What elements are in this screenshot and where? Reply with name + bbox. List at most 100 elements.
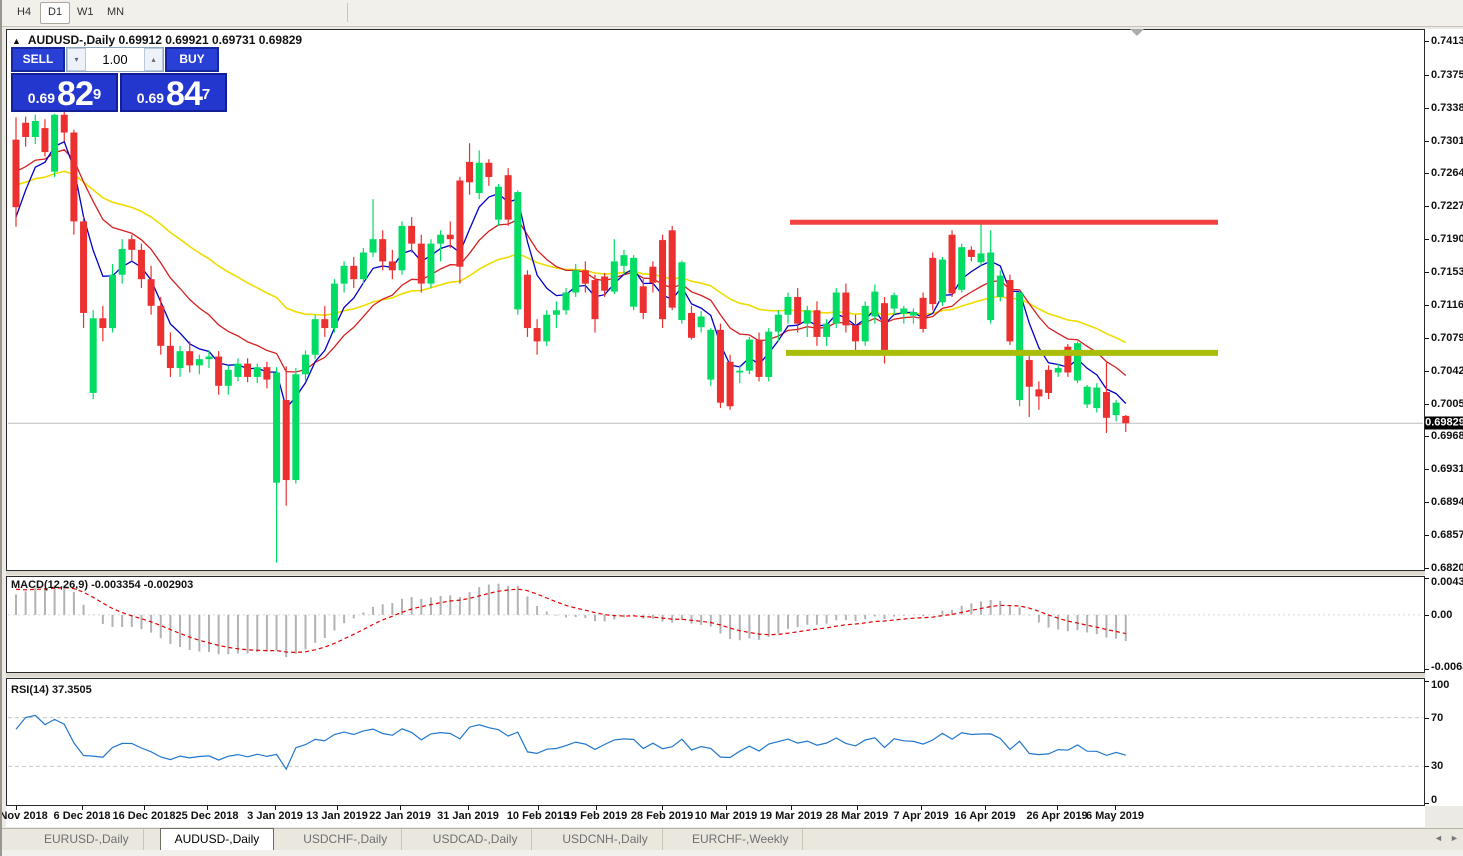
chart-title: ▲ AUDUSD-,Daily 0.69912 0.69921 0.69731 … (12, 33, 302, 47)
buy-price-prefix: 0.69 (136, 90, 165, 106)
price-axis-tick (1425, 502, 1429, 504)
price-axis-tick (1425, 41, 1429, 42)
time-axis-label: 27 Nov 2018 (0, 810, 48, 822)
rsi-axis-label: 0 (1431, 794, 1438, 806)
time-axis-tick (16, 806, 17, 810)
price-axis-tick (1425, 74, 1429, 76)
price-axis-tick (1425, 107, 1429, 109)
symbol-tab-usdcnh-daily[interactable]: USDCNH-,Daily (548, 829, 663, 850)
time-axis-tick (337, 806, 338, 810)
macd-axis-label: 0.004331 (1431, 576, 1463, 588)
price-axis-tick (1425, 568, 1429, 569)
rsi-axis-tick (1425, 766, 1429, 768)
symbol-tab-eurusd-daily[interactable]: EURUSD-,Daily (30, 829, 144, 850)
price-axis-label: 0.68200 (1431, 562, 1463, 574)
ohlc-open: 0.69912 (118, 33, 162, 47)
time-axis-tick (275, 806, 276, 810)
buy-button[interactable]: BUY (165, 47, 219, 72)
timeframe-tab-mn[interactable]: MN (107, 6, 125, 18)
sell-button[interactable]: SELL (11, 47, 65, 72)
price-axis-tick (1425, 173, 1429, 175)
symbol-tab-audusd-daily[interactable]: AUDUSD-,Daily (159, 828, 275, 853)
macd-splitter[interactable] (6, 571, 1425, 575)
rsi-axis-tick (1425, 717, 1429, 719)
buy-price-point: 7 (201, 86, 211, 103)
macd-panel[interactable] (6, 576, 1425, 673)
price-axis-label: 0.71900 (1431, 233, 1463, 246)
volume-input[interactable]: 1.00 (102, 52, 128, 67)
time-axis-label: 10 Mar 2019 (694, 810, 758, 822)
time-axis-label: 28 Feb 2019 (630, 810, 694, 822)
macd-label: MACD(12,26,9) -0.003354 -0.002903 (11, 579, 194, 591)
macd-axis-label: 0.00 (1431, 608, 1453, 621)
time-axis-tick (921, 806, 922, 810)
rsi-panel[interactable] (6, 678, 1425, 806)
rsi-label: RSI(14) 37.3505 (11, 684, 92, 696)
time-axis-tick (468, 806, 469, 810)
volume-increase-button[interactable]: ▴ (144, 48, 163, 71)
time-axis-tick (400, 806, 401, 810)
chart-symbol-label: AUDUSD-,Daily (27, 33, 116, 47)
collapse-triangle-icon[interactable]: ▲ (12, 36, 21, 46)
price-axis-label: 0.73010 (1431, 134, 1463, 147)
timeframe-tab-h4[interactable]: H4 (17, 6, 32, 18)
time-axis-tick (207, 806, 208, 810)
time-axis-label: 25 Dec 2018 (175, 810, 239, 822)
scroll-left-icon[interactable]: ◄ (1434, 833, 1443, 843)
sell-price-pips: 82 (57, 75, 94, 113)
symbol-tab-usdchf-daily[interactable]: USDCHF-,Daily (289, 829, 403, 850)
rsi-axis-tick (1425, 803, 1429, 804)
time-axis-label: 6 Dec 2018 (53, 810, 111, 822)
timeframe-tab-d1[interactable]: D1 (40, 2, 71, 24)
time-axis-tick (1115, 806, 1116, 810)
price-axis-tick (1425, 239, 1429, 241)
price-axis-tick (1425, 370, 1429, 372)
time-axis-tick (791, 806, 792, 810)
rsi-axis-label: 30 (1431, 760, 1444, 773)
volume-stepper: ▾ 1.00 ▴ (66, 47, 164, 72)
price-axis-label: 0.70050 (1431, 397, 1463, 410)
one-click-trading-widget: SELL ▾ 1.00 ▴ BUY 0.69 82 9 0.69 84 7 (11, 47, 231, 112)
current-price-tag: 0.69829 (1425, 416, 1463, 430)
timeframe-tab-w1[interactable]: W1 (77, 6, 94, 18)
scroll-right-icon[interactable]: ► (1450, 833, 1459, 843)
toolbar-separator (347, 3, 348, 22)
sell-price-panel[interactable]: 0.69 82 9 (11, 73, 118, 112)
price-axis-label: 0.71530 (1431, 266, 1463, 279)
symbol-tab-bar: EURUSD-,Daily AUDUSD-,Daily USDCHF-,Daily U… (2, 828, 1463, 853)
price-axis-tick (1425, 535, 1429, 537)
price-axis-label: 0.69680 (1431, 430, 1463, 443)
symbol-tab-eurchf-weekly[interactable]: EURCHF-,Weekly (678, 829, 804, 850)
time-axis-tick (144, 806, 145, 810)
time-axis (6, 806, 1425, 827)
chart-shift-triangle-icon[interactable] (1130, 29, 1144, 36)
price-axis-tick (1425, 469, 1429, 471)
time-axis-tick (857, 806, 858, 810)
price-axis-tick (1425, 206, 1429, 208)
time-axis-label: 10 Feb 2019 (506, 810, 570, 822)
time-axis-label: 19 Feb 2019 (564, 810, 628, 822)
timeframe-toolbar: H4 D1 W1 MN (2, 0, 1463, 27)
time-axis-label: 6 May 2019 (1085, 810, 1145, 822)
rsi-splitter[interactable] (6, 673, 1425, 677)
symbol-tab-usdcad-daily[interactable]: USDCAD-,Daily (419, 829, 533, 850)
time-axis-label: 16 Dec 2018 (112, 810, 176, 822)
rsi-axis-tick (1425, 681, 1429, 682)
price-axis-label: 0.70420 (1431, 364, 1463, 377)
buy-price-panel[interactable]: 0.69 84 7 (120, 73, 227, 112)
ohlc-high: 0.69921 (165, 33, 209, 47)
macd-axis-label: -0.006373 (1431, 661, 1463, 673)
sell-price-point: 9 (92, 86, 102, 103)
time-axis-tick (1057, 806, 1058, 810)
window-bottom-strip (2, 850, 1463, 856)
ohlc-close: 0.69829 (258, 33, 303, 47)
volume-decrease-button[interactable]: ▾ (67, 48, 86, 71)
time-axis-tick (726, 806, 727, 810)
time-axis-label: 22 Jan 2019 (369, 810, 431, 822)
macd-axis-tick (1425, 669, 1429, 670)
price-axis-tick (1425, 304, 1429, 306)
rsi-axis-label: 70 (1431, 711, 1444, 724)
time-axis-label: 16 Apr 2019 (954, 810, 1016, 822)
price-axis-tick (1425, 140, 1429, 142)
